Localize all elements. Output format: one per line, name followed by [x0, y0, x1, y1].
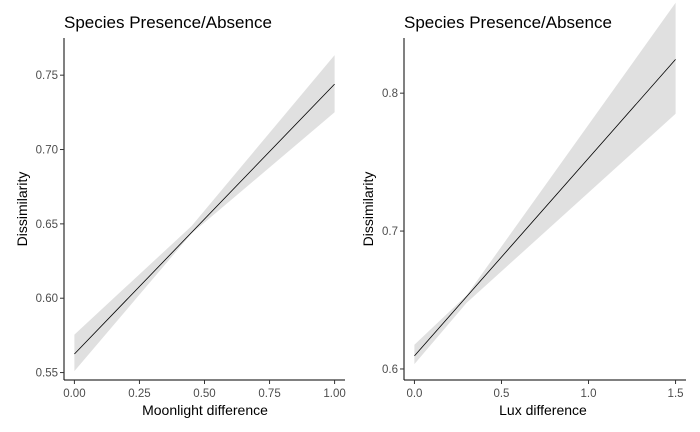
y-axis-title: Dissimilarity — [360, 172, 376, 247]
confidence-band — [414, 2, 676, 365]
y-tick-label: 0.70 — [36, 145, 58, 157]
y-tick-label: 0.7 — [382, 226, 398, 238]
panel-moonlight: Species Presence/Absence Moonlight diffe… — [14, 13, 346, 418]
y-tick-label: 0.60 — [36, 293, 58, 305]
y-tick-label: 0.75 — [36, 70, 58, 82]
x-tick-label: 0.25 — [128, 388, 150, 400]
x-tick-label: 1.00 — [323, 388, 345, 400]
confidence-band — [74, 55, 335, 372]
chart-title: Species Presence/Absence — [64, 13, 272, 32]
x-tick-label: 0.75 — [258, 388, 280, 400]
x-tick-label: 0.5 — [493, 388, 509, 400]
y-tick-label: 0.6 — [382, 364, 398, 376]
panel-lux: Species Presence/Absence Lux difference … — [360, 2, 686, 418]
x-tick-label: 0.50 — [193, 388, 215, 400]
y-tick-label: 0.55 — [36, 368, 58, 380]
x-tick-label: 0.00 — [63, 388, 85, 400]
fit-line — [414, 59, 676, 357]
chart-title: Species Presence/Absence — [404, 13, 612, 32]
x-axis-title: Lux difference — [499, 402, 587, 418]
fit-line — [74, 83, 335, 355]
y-tick-label: 0.65 — [36, 219, 58, 231]
x-tick-label: 1.0 — [581, 388, 597, 400]
y-tick-label: 0.8 — [382, 88, 398, 100]
x-tick-label: 0.0 — [406, 388, 422, 400]
y-axis-title: Dissimilarity — [14, 172, 30, 247]
x-axis-title: Moonlight difference — [142, 402, 268, 418]
x-tick-label: 1.5 — [668, 388, 684, 400]
